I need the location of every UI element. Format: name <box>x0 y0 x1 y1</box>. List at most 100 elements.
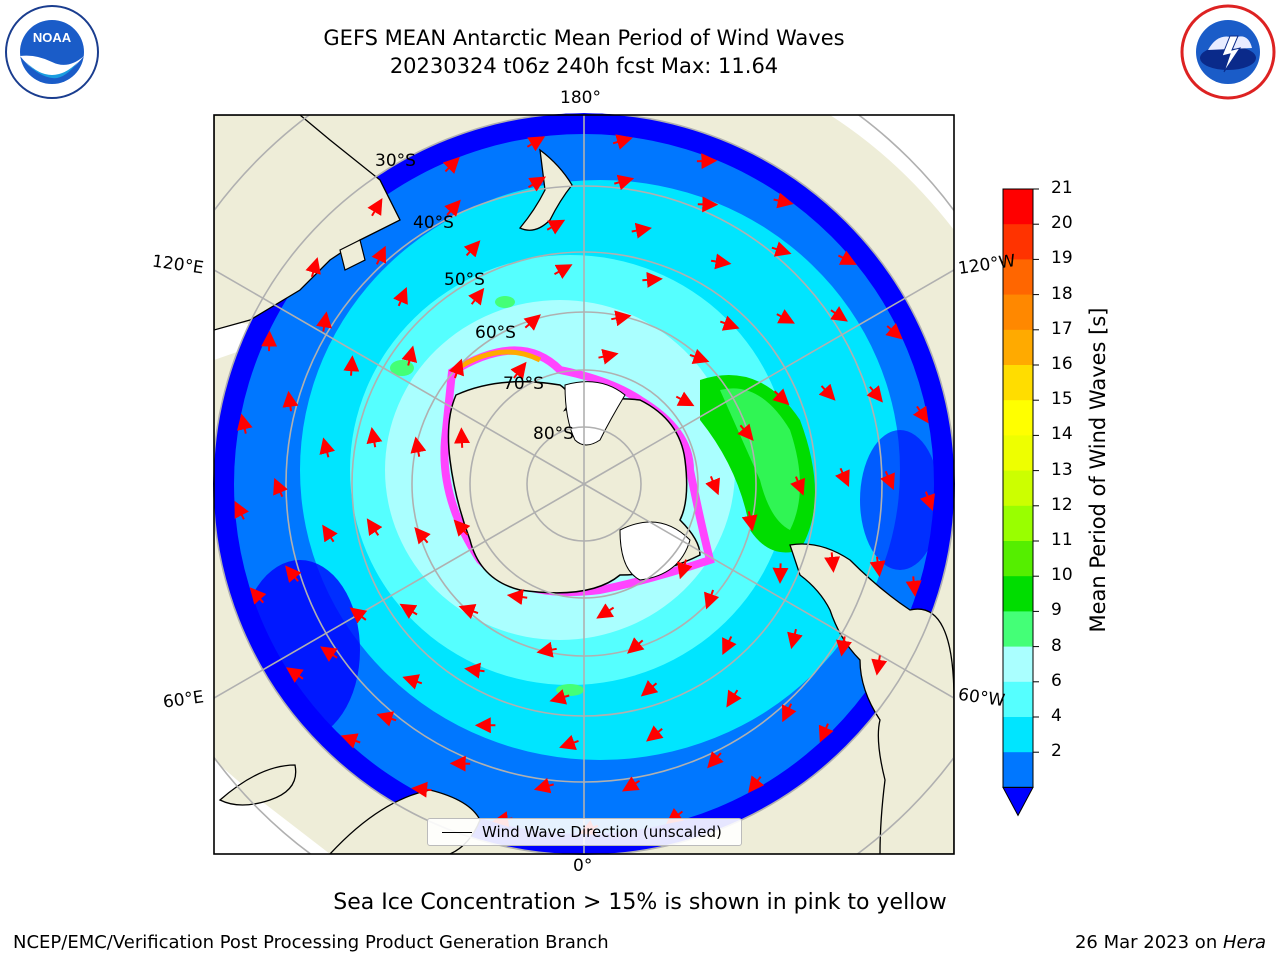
wind-wave-arrow <box>343 355 360 376</box>
wind-wave-arrow <box>773 192 794 209</box>
colorbar-segment <box>1003 189 1033 225</box>
footer-date-text: 26 Mar 2023 on <box>1074 932 1223 953</box>
wind-wave-arrow <box>621 776 641 792</box>
wind-wave-arrow <box>367 198 383 217</box>
wind-wave-arrow <box>376 711 397 727</box>
wind-wave-arrow <box>526 136 546 152</box>
lat-label-40s: 40°S <box>413 213 454 233</box>
sea-ice-note: Sea Ice Concentration > 15% is shown in … <box>333 890 947 915</box>
wind-wave-arrow <box>366 426 383 448</box>
footer-date: 26 Mar 2023 on Hera <box>1075 932 1266 953</box>
wind-wave-arrow <box>675 391 695 407</box>
wind-wave-arrow <box>261 330 278 352</box>
wind-wave-arrow <box>696 153 718 170</box>
lat-label-80s: 80°S <box>533 424 574 444</box>
colorbar-tick-label: 6 <box>1051 670 1062 691</box>
wind-wave-arrows <box>234 134 935 835</box>
chart-subtitle: 20230324 t06z 240h fcst Max: 11.64 <box>389 54 779 78</box>
continents <box>214 115 954 854</box>
wind-wave-arrow <box>282 390 299 412</box>
wind-wave-arrow <box>782 703 797 723</box>
lat-label-60s: 60°S <box>475 323 516 343</box>
wind-wave-arrow <box>454 427 471 448</box>
wind-wave-arrow <box>869 556 886 578</box>
wind-wave-arrow <box>611 310 632 327</box>
wind-wave-arrow <box>818 383 836 401</box>
wind-wave-arrow <box>316 311 332 332</box>
wind-wave-arrow <box>349 607 368 624</box>
colorbar-tick-label: 13 <box>1051 459 1073 480</box>
colorbar-tick-label: 2 <box>1051 741 1062 762</box>
colorbar-tick-label: 16 <box>1051 354 1073 374</box>
wind-wave-arrow <box>646 725 664 742</box>
noaa-logo: NOAA <box>4 4 100 100</box>
wind-wave-arrow <box>340 733 361 749</box>
wind-wave-arrow <box>771 241 792 257</box>
colorbar-tick-label: 17 <box>1051 318 1073 339</box>
wind-wave-arrow <box>689 348 710 364</box>
legend-text: Wind Wave Direction (unscaled) <box>482 823 722 841</box>
lat-label-50s: 50°S <box>444 270 485 290</box>
wind-wave-arrow <box>737 423 754 441</box>
colorbar-tick-label: 15 <box>1051 389 1073 410</box>
wind-wave-arrow <box>598 348 619 365</box>
wind-wave-arrow <box>468 287 485 306</box>
wind-wave-arrow <box>442 156 460 174</box>
wind-wave-arrow <box>464 662 485 679</box>
wind-wave-arrow <box>642 271 663 288</box>
wind-wave-arrow <box>919 491 935 511</box>
wind-wave-arrow <box>414 527 431 545</box>
colorbar-tick-label: 12 <box>1051 494 1073 515</box>
wind-wave-arrow <box>835 467 850 488</box>
wind-wave-arrow <box>627 637 645 654</box>
wind-wave-arrow <box>837 250 857 265</box>
wind-wave-arrow <box>677 559 693 580</box>
wind-wave-arrow <box>510 361 527 380</box>
colorbar-segment <box>1003 717 1033 753</box>
wind-wave-arrow <box>411 781 432 798</box>
svg-text:NOAA: NOAA <box>33 30 72 45</box>
map-legend: Wind Wave Direction (unscaled) <box>427 818 742 846</box>
colorbar <box>1002 188 1039 817</box>
wind-wave-arrow <box>285 667 304 683</box>
wind-wave-arrow <box>285 565 302 583</box>
wind-wave-arrow <box>401 345 418 366</box>
wind-wave-arrow <box>453 519 471 537</box>
colorbar-tick-label: 19 <box>1051 248 1073 269</box>
colorbar-outline <box>1002 188 1034 788</box>
wind-wave-arrow <box>722 636 737 656</box>
wind-wave-arrow <box>458 604 479 620</box>
wind-wave-arrow <box>463 240 481 258</box>
wind-wave-arrow <box>871 655 888 676</box>
wind-wave-arrow <box>726 689 742 708</box>
wind-wave-arrow <box>614 174 635 191</box>
colorbar-segment <box>1003 470 1033 507</box>
colorbar-tick-label: 11 <box>1051 530 1073 550</box>
wind-wave-arrow <box>596 603 615 619</box>
colorbar-segment <box>1003 400 1033 436</box>
colorbar-segment <box>1003 646 1033 683</box>
wind-wave-arrow <box>704 589 720 610</box>
wind-wave-arrow <box>824 552 841 573</box>
wind-wave-arrow <box>880 470 895 491</box>
nws-logo-icon <box>1180 4 1276 100</box>
wind-wave-arrow <box>319 437 335 458</box>
colorbar-tick-label: 20 <box>1051 213 1073 234</box>
colorbar-segment <box>1003 365 1033 401</box>
colorbar-tick-label: 14 <box>1051 424 1073 445</box>
chart-title: GEFS MEAN Antarctic Mean Period of Wind … <box>323 26 845 50</box>
wind-wave-arrow <box>305 257 321 278</box>
wind-wave-arrow <box>836 636 852 657</box>
colorbar-segment <box>1003 681 1033 718</box>
wind-wave-arrow <box>741 511 758 532</box>
colorbar-segment <box>1003 435 1033 472</box>
nws-logo <box>1178 2 1278 102</box>
wind-wave-arrow <box>705 476 720 496</box>
wind-wave-arrow <box>631 222 652 239</box>
lat-label-70s: 70°S <box>503 374 544 394</box>
colorbar-segment <box>1003 752 1033 788</box>
wind-wave-arrow <box>776 309 795 324</box>
wind-wave-arrow <box>546 219 566 235</box>
wind-wave-arrow <box>905 576 922 597</box>
wind-wave-arrow <box>249 587 267 605</box>
